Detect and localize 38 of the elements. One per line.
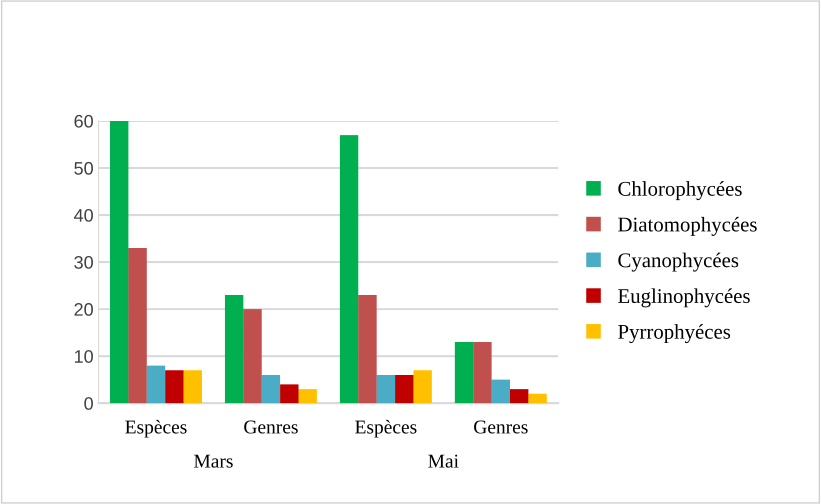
legend-label: Euglinophycées [618,288,750,308]
text: Mars [194,454,233,468]
bar [510,389,528,404]
y-tick-label: 0 [84,397,93,410]
x-tick-label: Genres [474,420,528,434]
bar [146,366,166,404]
bar [262,374,280,404]
y-tick-label: 10 [74,350,93,363]
bar [110,120,128,404]
bar [454,342,474,404]
bar [165,370,184,404]
y-tick-label: 30 [74,256,93,269]
bar [376,374,396,404]
y-tick-label: 50 [74,162,93,175]
y-tick-label: 40 [74,208,93,222]
legend-label: Chlorophycées [618,181,742,200]
bar [243,309,262,404]
bar [224,295,244,404]
x-tick-label: Genres [244,420,298,434]
bar [358,295,377,404]
bar [128,248,147,404]
bar [395,374,414,404]
bar [492,380,510,404]
bar [473,342,492,404]
bar [340,135,358,404]
legend-label: Diatomophycées [618,216,757,236]
bar [298,389,317,404]
legend-label: Cyanophycées [618,252,738,272]
legend-label: Pyrrophyéces [618,324,730,344]
text: Mai [428,454,459,468]
bar [280,384,299,404]
y-tick-label: 20 [74,303,93,316]
bar [413,370,432,404]
bar [528,394,547,404]
x-tick-label: Espèces [125,420,187,438]
bar [184,370,202,404]
y-tick-label: 60 [74,114,93,128]
x-tick-label: Espèces [355,420,416,438]
